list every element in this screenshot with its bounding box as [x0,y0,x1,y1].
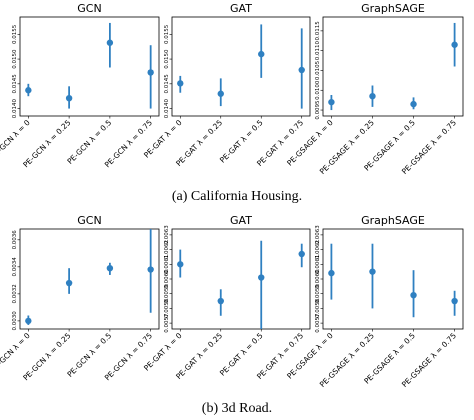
y-tick-label: 0.0060 [164,269,170,289]
data-point [147,266,154,273]
y-tick-label: 0.0140 [12,98,18,118]
data-point [328,98,335,106]
data-point [328,269,335,277]
y-tick-label: 0.0061 [164,255,170,274]
y-tick-label: 0.0060 [315,269,321,289]
data-point [147,69,154,76]
y-tick-label: 0.0032 [12,284,18,303]
y-tick-label: 0.0062 [315,240,321,259]
chart-title: GAT [230,2,252,15]
data-point [410,100,417,108]
y-tick-label: 0.0105 [315,60,321,80]
data-point [106,39,114,46]
chart-title: GCN [77,214,101,227]
y-tick-label: 0.0155 [164,24,170,44]
data-point [217,90,224,97]
data-point [177,261,184,268]
y-tick-label: 0.0030 [12,311,18,331]
data-point [451,41,458,48]
x-tick-label: PE-GCN λ = 0 [0,331,32,374]
data-point [25,317,32,325]
y-tick-label: 0.0059 [315,284,321,304]
y-tick-label: 0.0036 [12,230,18,250]
chart-title: GraphSAGE [361,214,425,227]
plot-frame [171,16,311,117]
y-tick-label: 0.0110 [315,41,321,61]
y-tick-label: 0.0145 [12,74,18,94]
data-point [298,250,305,258]
chart-title: GCN [77,2,101,15]
chart-panel-1-1: GAT 0.00570.00580.00590.00600.00610.00620… [142,214,311,381]
caption-california-housing: (a) California Housing. [172,189,302,204]
data-point [410,291,417,299]
data-point [258,274,265,281]
plot-frame [322,228,464,330]
y-tick-label: 0.0063 [164,225,170,245]
data-point [217,297,224,305]
y-tick-label: 0.0061 [315,255,321,274]
data-point [106,264,114,272]
y-tick-label: 0.0058 [164,298,170,318]
y-tick-label: 0.0150 [12,49,18,69]
data-point [369,268,376,275]
plot-frame [171,228,311,330]
y-tick-label: 0.0063 [315,225,321,245]
data-point [25,87,32,94]
plot-frame [19,228,160,330]
data-point [369,93,376,100]
y-tick-label: 0.0062 [164,240,170,259]
chart-panel-0-2: GraphSAGE0.00950.01000.01050.01100.0115P… [285,2,464,176]
caption-3d-road: (b) 3d Road. [202,401,272,416]
y-tick-label: 0.0034 [12,257,18,277]
data-point [65,279,73,287]
y-tick-label: 0.0059 [164,284,170,304]
data-point [451,297,458,305]
data-point [298,66,305,74]
y-tick-label: 0.0150 [164,49,170,69]
y-tick-label: 0.0095 [315,100,321,120]
y-tick-label: 0.0057 [315,313,321,333]
y-tick-label: 0.0145 [164,74,170,94]
data-point [65,94,73,102]
y-tick-label: 0.0155 [12,24,18,44]
chart-panel-1-2: GraphSAGE0.00570.00580.00590.00600.00610… [285,214,464,389]
y-tick-label: 0.0058 [315,298,321,318]
y-tick-label: 0.0057 [164,313,170,333]
x-tick-label: PE-GCN λ = 0 [0,118,32,161]
plot-frame [322,16,464,117]
plot-frame [19,16,160,117]
y-tick-label: 0.0100 [315,80,321,100]
data-point [177,80,184,87]
y-tick-label: 0.0140 [164,98,170,118]
y-tick-label: 0.0115 [315,21,321,41]
data-point [258,50,265,58]
chart-title: GAT [230,214,252,227]
chart-title: GraphSAGE [361,2,425,15]
